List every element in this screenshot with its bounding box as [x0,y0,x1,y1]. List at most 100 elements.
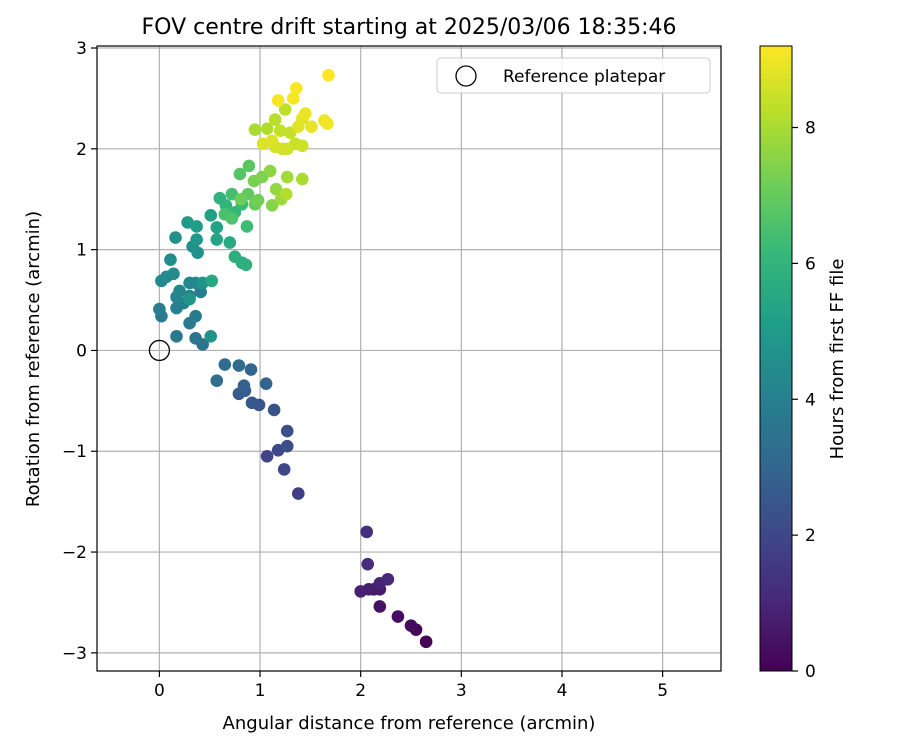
scatter-point [191,246,204,259]
legend-label-reference: Reference platepar [503,67,665,87]
x-tick-label: 0 [154,681,165,701]
y-tick-label: 3 [76,39,87,59]
scatter-point [391,610,405,623]
reference-platepar-marker [148,339,171,362]
legend-marker-reference [455,65,477,87]
colorbar-tick-label: 4 [805,390,816,410]
scatter-point [248,123,262,136]
y-tick-label: 1 [76,241,87,261]
scatter-point [296,172,309,186]
scatter-point [381,572,395,586]
scatter-point [233,167,247,181]
scatter-point [279,187,293,201]
x-tick-label: 3 [456,681,467,701]
scatter-point [269,182,283,196]
scatter-point [183,276,196,290]
colorbar-gradient [759,45,793,672]
scatter-point [373,600,387,613]
scatter-point [173,284,186,298]
scatter-point [189,309,202,323]
scatter-point [263,164,277,178]
scatter-point [242,159,256,173]
scatter-point [245,396,259,410]
scatter-point [404,619,418,632]
chart-title: FOV centre drift starting at 2025/03/06 … [142,15,677,40]
scatter-point [183,292,196,306]
scatter-point [268,113,282,126]
scatter-point [210,374,224,387]
scatter-point [299,107,312,120]
scatter-point [354,585,367,598]
scatter-point [265,134,279,148]
scatter-point [228,250,242,263]
y-tick-label: 2 [76,140,87,160]
scatter-point [210,221,224,234]
scatter-point [251,193,265,207]
x-tick-label: 5 [657,681,668,701]
x-axis-ticks: 0 1 2 3 4 5 [154,671,668,701]
colorbar-tick-label: 0 [805,662,816,682]
y-tick-label: −1 [62,442,87,462]
scatter-point [223,236,237,249]
y-tick-label: −3 [62,644,87,664]
scatter-point [234,192,248,206]
scatter-point [260,449,274,463]
scatter-point [267,403,281,417]
scatter-point [218,358,232,371]
colorbar-tick-label: 8 [805,119,816,139]
y-tick-label: −2 [62,543,87,563]
colorbar-label: Hours from first FF file [827,259,848,460]
scatter-point [278,103,292,116]
scatter-point [170,330,183,343]
reference-marker [148,339,171,362]
scatter-point [291,487,305,500]
grid-lines [97,46,721,671]
scatter-point [361,557,375,571]
scatter-point [204,209,218,222]
scatter-point [190,233,203,246]
scatter-point [169,231,182,244]
x-tick-label: 4 [557,681,568,701]
scatter-point [280,424,294,438]
scatter-point [277,463,291,476]
scatter-point [286,92,300,105]
scatter-point [237,379,251,393]
scatter-point [244,363,258,376]
scatter-point [210,233,224,246]
scatter-point [164,253,177,267]
scatter-point [190,220,203,233]
scatter-point [280,170,294,184]
colorbar-tick-label: 6 [805,254,816,274]
scatter-points [153,68,433,649]
y-tick-label: 0 [76,341,87,361]
y-axis-ticks: −3 −2 −1 0 1 2 3 [62,39,97,664]
scatter-point [265,198,279,212]
scatter-point [289,82,303,95]
scatter-point [296,139,309,153]
scatter-point [239,258,253,272]
scatter-point [271,94,285,107]
colorbar-tick-label: 2 [805,526,816,546]
colorbar: 0 2 4 6 8 Hours from first FF file [759,45,848,682]
scatter-point [153,302,166,316]
scatter-point [240,220,254,233]
scatter-point [360,525,374,539]
scatter-point [204,330,218,343]
y-axis-label: Rotation from reference (arcmin) [23,211,44,507]
scatter-point [305,120,318,133]
scatter-point [280,439,294,453]
plot-frame [96,45,722,672]
scatter-point [205,274,219,288]
legend-box [436,57,711,94]
scatter-point [321,117,334,130]
colorbar-ticks: 0 2 4 6 8 [792,119,816,682]
scatter-point [259,377,273,391]
x-axis-label: Angular distance from reference (arcmin) [223,713,596,734]
x-tick-label: 2 [355,681,366,701]
scatter-point [322,68,335,82]
scatter-point [232,359,246,372]
scatter-point [260,122,274,135]
scatter-point [273,124,287,137]
legend: Reference platepar [436,57,711,94]
